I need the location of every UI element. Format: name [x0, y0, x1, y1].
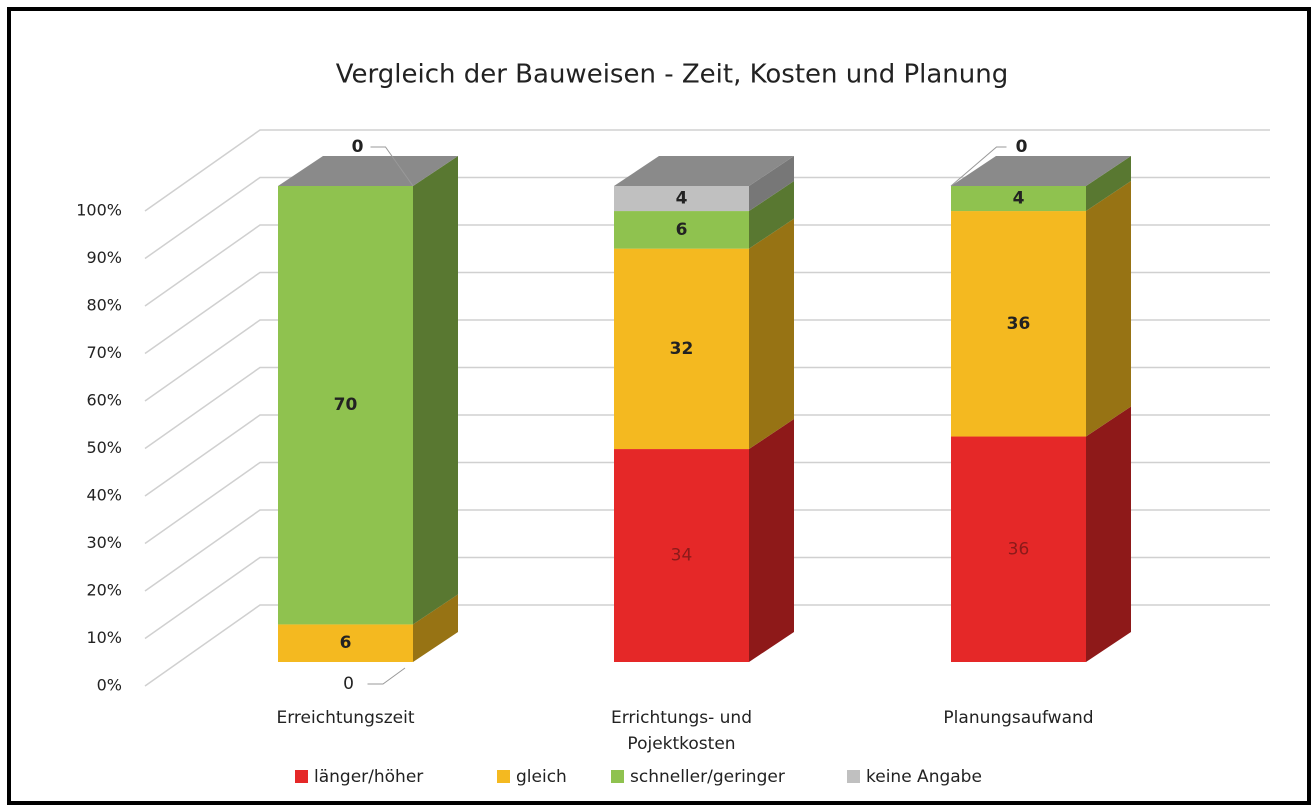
- data-label: 70: [334, 395, 358, 415]
- grid-line: [144, 319, 1270, 402]
- data-label: 0: [343, 674, 354, 694]
- data-label: 6: [340, 633, 352, 653]
- grid-line: [144, 271, 1270, 355]
- bar-segment: [614, 211, 749, 249]
- bar-segment: [614, 248, 749, 450]
- bar-segment: [614, 186, 749, 212]
- grid-line: [144, 176, 1270, 260]
- grid-line: [144, 414, 1270, 497]
- grid-line: [144, 556, 1270, 640]
- y-tick-label: 20%: [86, 581, 122, 600]
- y-tick-label: 40%: [86, 486, 122, 505]
- y-tick-label: 100%: [76, 201, 122, 220]
- bar-side: [1086, 406, 1131, 662]
- chart-title: Vergleich der Bauweisen - Zeit, Kosten u…: [336, 60, 1009, 90]
- bar-side: [749, 218, 794, 450]
- leader-line: [950, 146, 1007, 187]
- bar-side: [413, 594, 458, 662]
- legend-label: keine Angabe: [866, 767, 982, 787]
- bar-segment: [614, 449, 749, 662]
- grid-line: [144, 129, 1270, 212]
- legend-label: schneller/geringer: [630, 767, 785, 787]
- bar-segment: [278, 186, 413, 625]
- legend-swatch: [611, 770, 624, 783]
- y-tick-label: 10%: [86, 628, 122, 647]
- legend-swatch: [847, 770, 860, 783]
- bar-top: [278, 156, 458, 186]
- data-label: 0: [352, 137, 364, 157]
- y-tick-label: 30%: [86, 533, 122, 552]
- bar-side: [1086, 156, 1131, 212]
- leader-line: [367, 667, 406, 685]
- bar-side: [1086, 181, 1131, 437]
- data-label: 36: [1007, 314, 1031, 334]
- bar-segment: [951, 186, 1086, 212]
- grid-line: [144, 366, 1270, 450]
- bar-side: [749, 181, 794, 249]
- legend-label: länger/höher: [314, 767, 423, 787]
- data-label: 4: [676, 189, 688, 209]
- grid-line: [144, 604, 1270, 687]
- y-tick-label: 80%: [86, 296, 122, 315]
- grid-line: [144, 461, 1270, 545]
- frame: [7, 7, 1311, 805]
- bar-segment: [951, 436, 1086, 662]
- bar-segment: [278, 624, 413, 662]
- grid-line: [144, 224, 1270, 307]
- legend-swatch: [295, 770, 308, 783]
- bar-side: [749, 156, 794, 212]
- y-tick-label: 50%: [86, 438, 122, 457]
- y-tick-label: 60%: [86, 391, 122, 410]
- bar-side: [413, 156, 458, 625]
- leader-line: [370, 146, 414, 187]
- data-label: 6: [676, 220, 688, 240]
- legend-swatch: [497, 770, 510, 783]
- grid-line: [144, 509, 1270, 592]
- bar-top: [951, 156, 1131, 186]
- bar-top: [614, 156, 794, 186]
- data-label: 36: [1008, 539, 1030, 559]
- bar-side: [749, 419, 794, 662]
- data-label: 32: [670, 339, 694, 359]
- y-tick-label: 70%: [86, 343, 122, 362]
- data-label: 0: [1016, 137, 1028, 157]
- bar-segment: [951, 211, 1086, 437]
- x-tick-label: Erreichtungszeit: [276, 708, 415, 728]
- y-tick-label: 90%: [86, 248, 122, 267]
- x-tick-label: Errichtungs- und Pojektkosten: [610, 708, 752, 754]
- legend-label: gleich: [516, 767, 567, 787]
- data-label: 4: [1013, 189, 1025, 209]
- x-tick-label: Planungsaufwand: [943, 708, 1094, 728]
- y-tick-label: 0%: [97, 676, 122, 695]
- data-label: 34: [671, 546, 693, 566]
